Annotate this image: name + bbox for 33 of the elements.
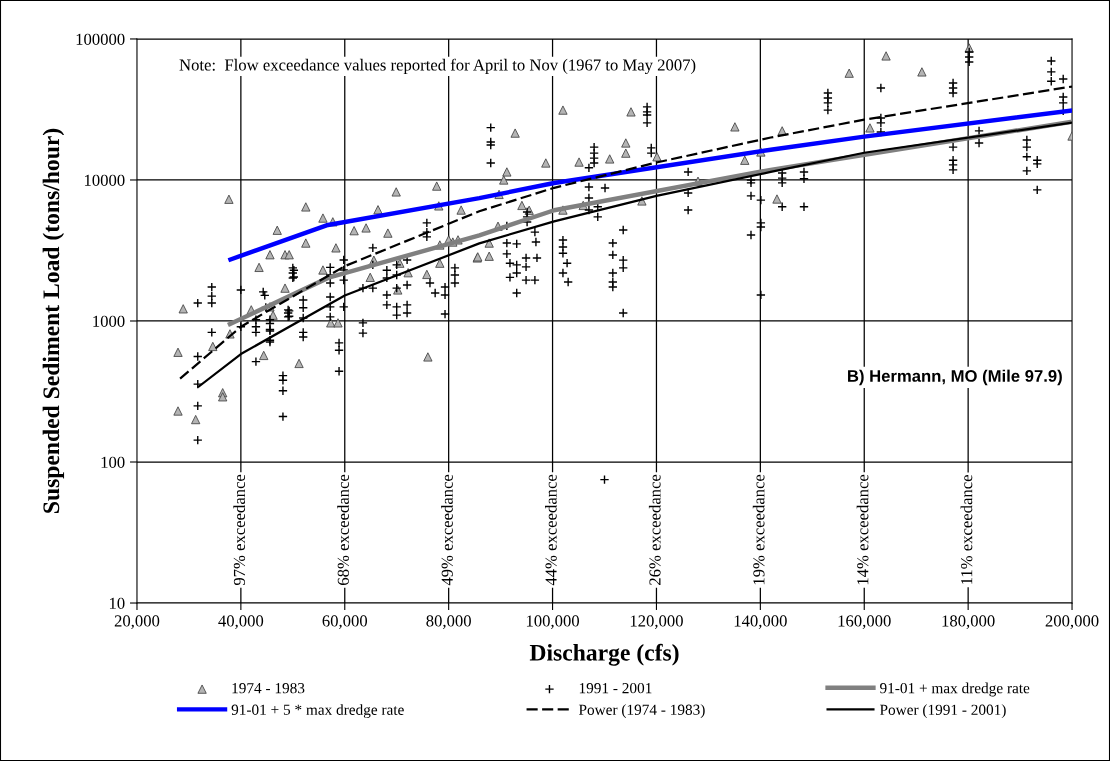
x-tick-label: 60,000	[322, 615, 368, 629]
ref-line-label: 11% exceedance	[960, 475, 973, 584]
x-tick-label: 120,000	[630, 615, 683, 629]
ref-line-label: 97% exceedance	[233, 474, 246, 586]
y-tick-label: 1000	[93, 315, 125, 327]
ref-line-label: 19% exceedance	[752, 474, 765, 585]
x-axis-title: Discharge (cfs)	[529, 643, 679, 666]
x-tick-label: 140,000	[734, 615, 787, 629]
annotation: Note: Flow exceedance values reported for April to Nov (1967 to May 2007)	[179, 58, 696, 75]
x-tick-label: 80,000	[426, 615, 471, 629]
annotation: B) Hermann, MO (Mile 97.9)	[848, 369, 1062, 386]
y-tick-label: 10000	[84, 174, 125, 186]
legend-label: 1991 - 2001	[579, 682, 652, 694]
x-tick-label: 180,000	[942, 615, 995, 629]
legend-label: 1974 - 1983	[232, 682, 305, 694]
ref-line-label: 44% exceedance	[545, 474, 557, 586]
y-axis-title: Suspended Sediment Load (tons/hour)	[42, 128, 65, 513]
x-tick-label: 100,000	[526, 615, 580, 629]
ref-line-label: 26% exceedance	[648, 474, 661, 585]
legend-label: Power (1991 - 2001)	[879, 704, 1006, 719]
legend-label: 91-01 + max dredge rate	[880, 682, 1030, 697]
y-tick-label: 100000	[76, 33, 125, 45]
y-tick-label: 100	[101, 456, 125, 468]
x-tick-label: 200,000	[1045, 615, 1099, 629]
y-tick-label: 10	[109, 597, 125, 609]
x-tick-label: 160,000	[838, 615, 891, 629]
legend-label: Power (1974 - 1983)	[578, 704, 705, 718]
x-tick-label: 20,000	[114, 615, 160, 629]
ref-line-label: 14% exceedance	[856, 474, 869, 585]
legend-label: 91-01 + 5 * max dredge rate	[231, 704, 404, 719]
ref-line-label: 68% exceedance	[337, 474, 349, 585]
ref-line-label: 49% exceedance	[441, 474, 453, 586]
x-tick-label: 40,000	[218, 615, 264, 629]
